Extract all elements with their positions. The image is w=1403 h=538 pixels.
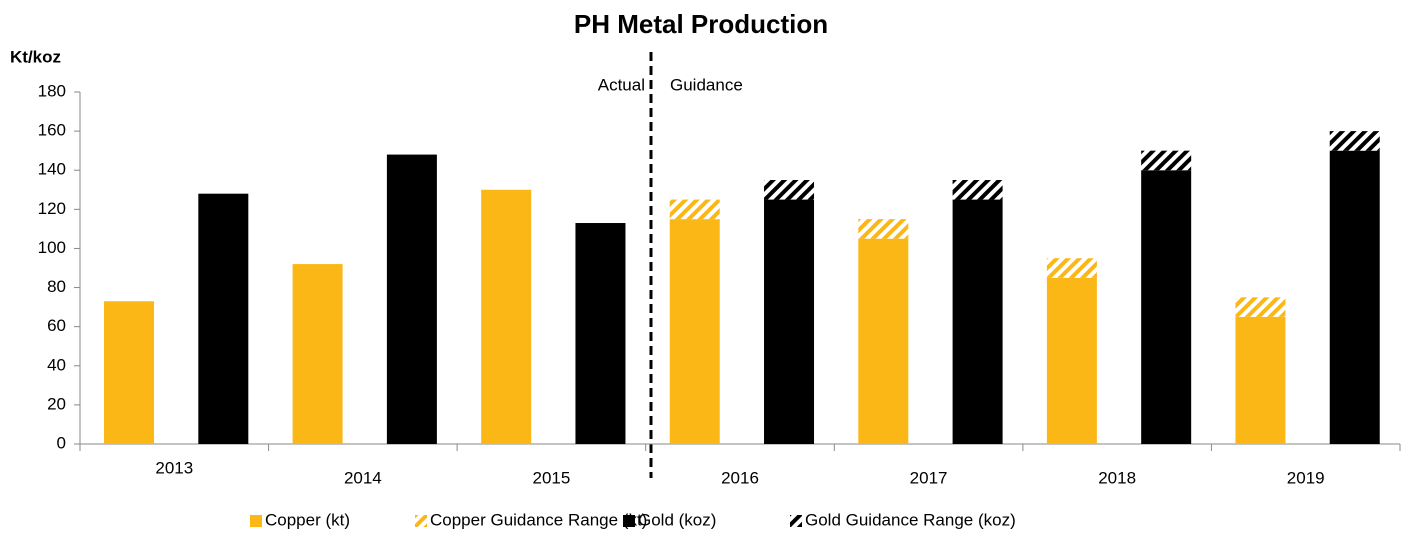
legend-swatch bbox=[415, 515, 427, 527]
bar bbox=[952, 199, 1003, 444]
x-tick-label: 2014 bbox=[344, 468, 382, 487]
y-tick-label: 180 bbox=[38, 81, 66, 100]
bar bbox=[386, 154, 437, 445]
y-tick-label: 80 bbox=[47, 277, 66, 296]
y-tick-label: 120 bbox=[38, 199, 66, 218]
y-tick-label: 100 bbox=[38, 238, 66, 257]
y-tick-label: 140 bbox=[38, 160, 66, 179]
bar bbox=[764, 199, 815, 444]
bar bbox=[669, 219, 720, 444]
bar bbox=[1046, 258, 1097, 278]
x-tick-label: 2018 bbox=[1098, 468, 1136, 487]
y-tick-label: 40 bbox=[47, 355, 66, 374]
bar bbox=[1235, 297, 1286, 317]
legend-label: Copper (kt) bbox=[265, 510, 350, 529]
legend-swatch bbox=[790, 515, 802, 527]
x-tick-label: 2019 bbox=[1287, 468, 1325, 487]
annotation: Guidance bbox=[670, 75, 743, 94]
legend-label: Gold Guidance Range (koz) bbox=[805, 510, 1016, 529]
legend-label: Gold (koz) bbox=[638, 510, 716, 529]
bar bbox=[858, 238, 909, 444]
bar bbox=[764, 180, 815, 200]
annotation: Actual bbox=[598, 75, 645, 94]
legend-swatch bbox=[623, 515, 635, 527]
bar bbox=[1141, 170, 1192, 444]
y-tick-label: 60 bbox=[47, 316, 66, 335]
bar bbox=[1235, 316, 1286, 444]
legend-label: Copper Guidance Range (kt) bbox=[430, 510, 647, 529]
chart-title: PH Metal Production bbox=[574, 9, 828, 39]
bar bbox=[1046, 277, 1097, 444]
x-tick-label: 2013 bbox=[155, 458, 193, 477]
legend-swatch bbox=[250, 515, 262, 527]
bar bbox=[292, 264, 343, 444]
bar bbox=[952, 180, 1003, 200]
bar bbox=[198, 193, 249, 444]
bar bbox=[669, 199, 720, 220]
bar bbox=[858, 219, 909, 239]
y-axis-label: Kt/koz bbox=[10, 47, 61, 66]
y-tick-label: 0 bbox=[57, 433, 66, 452]
x-tick-label: 2017 bbox=[910, 468, 948, 487]
bar bbox=[104, 301, 155, 444]
y-tick-label: 20 bbox=[47, 394, 66, 413]
bar bbox=[481, 189, 532, 444]
bar bbox=[1329, 131, 1380, 151]
x-tick-label: 2016 bbox=[721, 468, 759, 487]
y-tick-label: 160 bbox=[38, 121, 66, 140]
bar bbox=[1141, 150, 1192, 171]
bar bbox=[1329, 150, 1380, 444]
bar bbox=[575, 223, 626, 444]
x-tick-label: 2015 bbox=[533, 468, 571, 487]
